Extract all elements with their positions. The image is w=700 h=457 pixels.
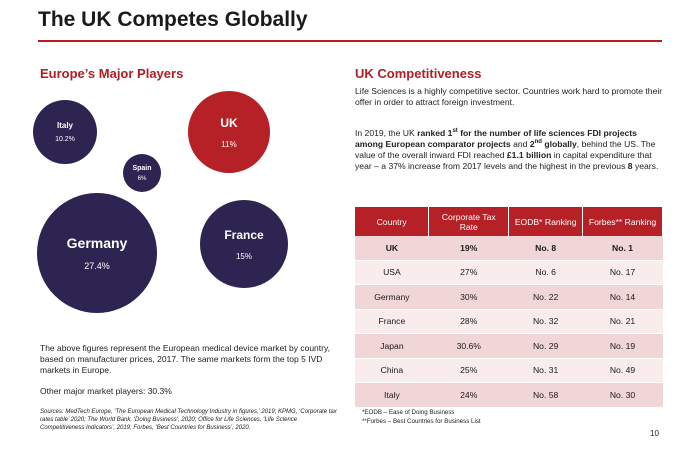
bubble-france-pct: 15%: [235, 251, 252, 261]
cell-tax: 27%: [428, 260, 509, 285]
cell-country: Germany: [355, 284, 429, 310]
fdi-text-c: and: [510, 139, 530, 149]
bubble-uk-name: UK: [220, 115, 238, 130]
table-row: USA 27% No. 6 No. 17: [355, 260, 663, 285]
fdi-text-i: years.: [632, 161, 659, 171]
bubble-france: France 15%: [200, 200, 288, 288]
market-description-text: The above figures represent the European…: [40, 343, 330, 375]
cell-country: UK: [355, 236, 429, 261]
cell-country: Japan: [355, 333, 429, 359]
cell-tax: 24%: [428, 382, 509, 408]
cell-country: Italy: [355, 382, 429, 408]
cell-forbes: No. 30: [582, 382, 663, 408]
cell-tax: 28%: [428, 309, 509, 334]
cell-country: France: [355, 309, 429, 334]
cell-eodb: No. 32: [508, 309, 583, 334]
bubble-germany: Germany 27.4%: [37, 193, 157, 313]
bubble-spain: Spain 6%: [123, 154, 161, 192]
intro-paragraph: Life Sciences is a highly competitive se…: [355, 86, 663, 107]
fdi-text-b1: ranked 1: [417, 128, 453, 138]
bubble-spain-pct: 6%: [137, 175, 147, 182]
cell-country: USA: [355, 260, 429, 285]
col-country: Country: [355, 207, 430, 236]
col-eodb: EODB* Ranking: [508, 207, 584, 236]
bubble-spain-name: Spain: [132, 164, 152, 172]
fdi-text-a: In 2019, the UK: [355, 128, 418, 138]
left-heading: Europe’s Major Players: [40, 66, 184, 81]
fdi-sup-st: st: [452, 128, 458, 135]
table-footnotes: *EODB – Ease of Doing Business **Forbes …: [362, 409, 481, 426]
fdi-text-d1: 2: [529, 139, 535, 149]
cell-forbes: No. 49: [582, 358, 663, 383]
bubble-italy: Italy 10.2%: [33, 100, 97, 164]
competitiveness-table: Country Corporate Tax Rate EODB* Ranking…: [355, 207, 663, 408]
cell-tax: 25%: [428, 358, 509, 383]
cell-eodb: No. 22: [508, 284, 583, 310]
table-row: China 25% No. 31 No. 49: [355, 358, 663, 383]
page-number: 10: [650, 429, 659, 438]
cell-eodb: No. 8: [508, 236, 583, 261]
right-heading: UK Competitiveness: [355, 66, 482, 81]
sources-note: Sources: MedTech Europe, ‘The European M…: [40, 409, 337, 432]
fdi-text-d2: globally: [541, 139, 577, 149]
bubble-italy-name: Italy: [56, 121, 73, 130]
fdi-text-g: in capital expenditure that year – a 37%…: [355, 150, 652, 171]
footnote-eodb: *EODB – Ease of Doing Business: [362, 409, 455, 416]
cell-forbes: No. 17: [582, 260, 663, 285]
fdi-text-b2: for the number of life sciences FDI proj…: [355, 128, 637, 149]
table-header-row: Country Corporate Tax Rate EODB* Ranking…: [355, 207, 663, 236]
col-forbes: Forbes** Ranking: [582, 207, 663, 236]
table-row: Germany 30% No. 22 No. 14: [355, 284, 663, 310]
bubble-uk: UK 11%: [188, 91, 270, 173]
title-divider: [38, 40, 662, 42]
cell-forbes: No. 1: [582, 236, 663, 261]
page-title: The UK Competes Globally: [38, 8, 308, 31]
table-row: Italy 24% No. 58 No. 30: [355, 382, 663, 408]
fdi-paragraph: In 2019, the UK ranked 1st for the numbe…: [355, 128, 667, 172]
bubble-france-name: France: [224, 227, 264, 242]
cell-eodb: No. 58: [508, 382, 583, 408]
cell-country: China: [355, 358, 429, 383]
table-row: UK 19% No. 8 No. 1: [355, 236, 663, 261]
cell-eodb: No. 29: [508, 333, 583, 359]
col-tax-rate: Corporate Tax Rate: [428, 207, 510, 236]
cell-forbes: No. 19: [582, 333, 663, 359]
cell-eodb: No. 31: [508, 358, 583, 383]
fdi-sup-nd: nd: [534, 139, 542, 146]
cell-forbes: No. 21: [582, 309, 663, 334]
market-description: The above figures represent the European…: [40, 343, 332, 376]
cell-tax: 30%: [428, 284, 509, 310]
bubble-germany-pct: 27.4%: [84, 261, 110, 271]
cell-forbes: No. 14: [582, 284, 663, 310]
table-row: Japan 30.6% No. 29 No. 19: [355, 333, 663, 359]
bubble-uk-pct: 11%: [221, 139, 237, 149]
bubble-germany-name: Germany: [66, 235, 128, 251]
fdi-text-h: 8: [627, 161, 633, 171]
fdi-text-f: £1.1 billion: [506, 150, 552, 160]
cell-eodb: No. 6: [508, 260, 583, 285]
other-market-players: Other major market players: 30.3%: [40, 386, 172, 396]
table-row: France 28% No. 32 No. 21: [355, 309, 663, 334]
cell-tax: 30.6%: [428, 333, 509, 359]
footnote-forbes: **Forbes – Best Countries for Business L…: [362, 417, 481, 425]
fdi-text-e: , behind the US. The value of the overal…: [355, 139, 656, 160]
bubble-italy-pct: 10.2%: [55, 136, 75, 143]
cell-tax: 19%: [428, 236, 509, 261]
